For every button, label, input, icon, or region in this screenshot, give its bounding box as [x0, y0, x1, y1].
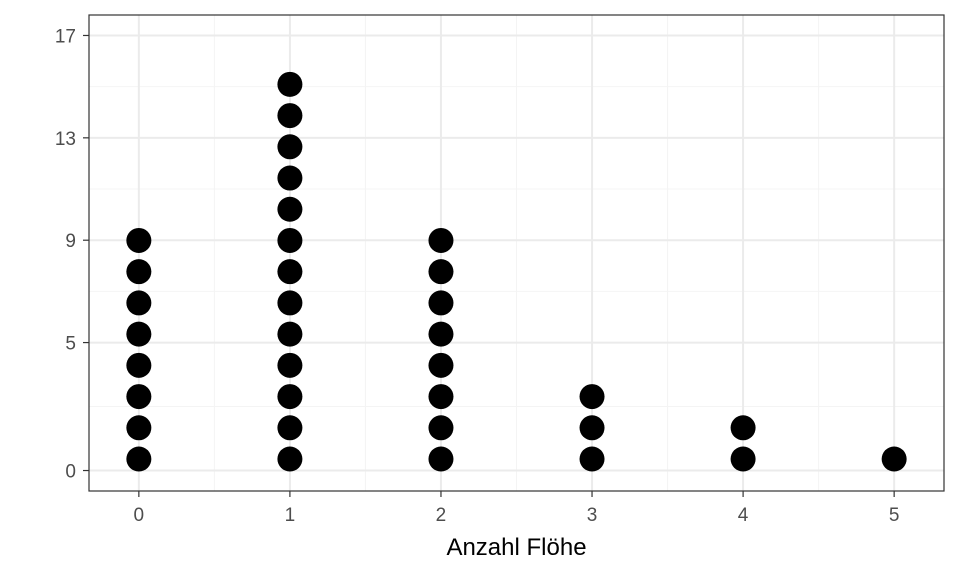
data-point: [277, 227, 303, 253]
axes: 0 1 2 3 4 5 0 5 9 13 17: [55, 26, 900, 526]
data-point: [428, 415, 454, 441]
data-point: [277, 103, 303, 129]
data-point: [126, 290, 152, 316]
x-axis-title: Anzahl Flöhe: [446, 534, 586, 561]
x-tick-label: 0: [134, 505, 145, 526]
data-point: [428, 384, 454, 410]
data-point: [277, 196, 303, 222]
y-tick-label: 17: [55, 26, 76, 47]
data-point: [126, 259, 152, 285]
x-tick-label: 1: [285, 505, 296, 526]
y-tick-label: 9: [65, 231, 76, 252]
dots: [126, 71, 907, 472]
data-point: [126, 352, 152, 378]
data-point: [126, 227, 152, 253]
data-point: [126, 384, 152, 410]
y-tick-label: 5: [65, 334, 76, 355]
y-tick-label: 13: [55, 129, 76, 150]
data-point: [881, 446, 907, 472]
data-point: [277, 290, 303, 316]
data-point: [428, 259, 454, 285]
data-point: [277, 134, 303, 160]
data-point: [730, 415, 756, 441]
data-point: [126, 415, 152, 441]
data-point: [277, 384, 303, 410]
x-tick-label: 4: [738, 505, 749, 526]
data-point: [579, 446, 605, 472]
data-point: [277, 259, 303, 285]
x-tick-label: 3: [587, 505, 598, 526]
data-point: [126, 321, 152, 347]
data-point: [428, 321, 454, 347]
data-point: [428, 290, 454, 316]
data-point: [277, 352, 303, 378]
grid: [89, 15, 944, 491]
x-tick-label: 5: [889, 505, 900, 526]
data-point: [579, 384, 605, 410]
data-point: [277, 446, 303, 472]
data-point: [730, 446, 756, 472]
data-point: [277, 71, 303, 97]
data-point: [428, 227, 454, 253]
y-tick-label: 0: [65, 462, 76, 483]
x-tick-label: 2: [436, 505, 447, 526]
data-point: [579, 415, 605, 441]
data-point: [428, 352, 454, 378]
data-point: [277, 415, 303, 441]
data-point: [277, 321, 303, 347]
data-point: [277, 165, 303, 191]
panel-border: [88, 14, 945, 492]
data-point: [428, 446, 454, 472]
data-point: [126, 446, 152, 472]
